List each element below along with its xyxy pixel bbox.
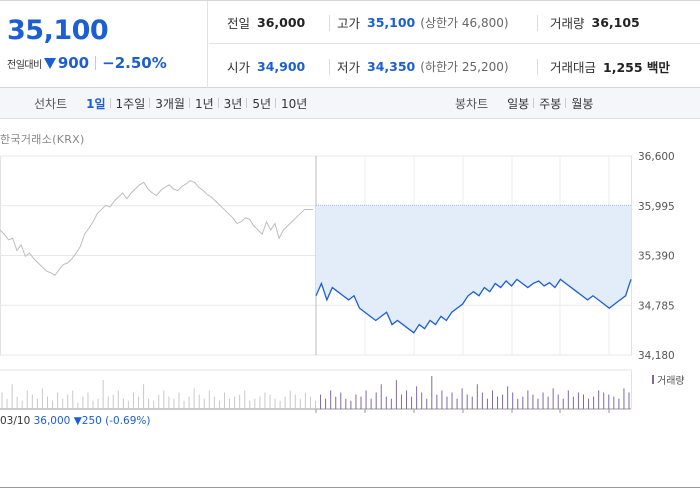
current-price: 35,100 bbox=[7, 15, 109, 46]
tab-monthly[interactable]: 월봉 bbox=[565, 95, 598, 112]
stat-volume: 거래량 36,105 bbox=[550, 1, 640, 44]
stat-low: 저가 34,350 (하한가 25,200) bbox=[337, 45, 509, 88]
price-line bbox=[315, 278, 632, 334]
down-arrow-icon bbox=[43, 57, 56, 69]
tab-3m[interactable]: 3개월 bbox=[149, 95, 190, 112]
change-amount: 900 bbox=[57, 54, 90, 72]
candle-chart-tabs: 봉차트 일봉 주봉 월봉 bbox=[455, 88, 598, 119]
candle-chart-title: 봉차트 bbox=[455, 97, 489, 111]
change-label: 전일대비 bbox=[7, 59, 42, 71]
stat-value: 34,900 bbox=[257, 59, 306, 74]
stats-table: 전일 36,000 고가 35,100 (상한가 46,800) 거래량 36,… bbox=[209, 1, 700, 88]
stat-prev-close: 전일 36,000 bbox=[227, 1, 305, 44]
footer-date: 03/10 bbox=[0, 415, 31, 427]
y-tick-label: 35,995 bbox=[638, 201, 675, 213]
footer-change: ▼250 (-0.69%) bbox=[73, 415, 151, 427]
stat-label: 거래량 bbox=[550, 16, 585, 31]
tab-1y[interactable]: 1년 bbox=[188, 95, 219, 112]
y-tick-label: 36,600 bbox=[638, 151, 675, 163]
divider bbox=[329, 59, 330, 75]
quote-header: 35,100 전일대비 900 −2.50% 전일 36,000 고가 35,1… bbox=[0, 0, 700, 88]
stat-label: 거래대금 bbox=[550, 60, 597, 75]
volume-legend: 거래량 bbox=[652, 372, 685, 387]
stat-value: 1,255 백만 bbox=[603, 60, 670, 75]
stat-value: 36,105 bbox=[591, 15, 640, 30]
tab-1w[interactable]: 1주일 bbox=[109, 95, 151, 112]
price-summary: 35,100 전일대비 900 −2.50% bbox=[0, 1, 208, 88]
tab-5y[interactable]: 5년 bbox=[246, 95, 276, 112]
divider bbox=[537, 59, 538, 75]
tab-10y[interactable]: 10년 bbox=[275, 95, 312, 112]
volume-swatch bbox=[652, 375, 654, 384]
intraday-price-chart: 36,60035,99535,39034,78534,18003/1110:00… bbox=[0, 151, 675, 413]
stat-value: 35,100 bbox=[367, 15, 416, 30]
chart-period-tabs: 선차트 1일 1주일 3개월 1년 3년 5년 10년 봉차트 일봉 주봉 월봉 bbox=[0, 88, 700, 119]
y-tick-label: 35,390 bbox=[638, 251, 675, 263]
divider bbox=[329, 15, 330, 31]
tab-3y[interactable]: 3년 bbox=[217, 95, 248, 112]
tab-1d[interactable]: 1일 bbox=[86, 97, 106, 111]
prev-day-line bbox=[0, 180, 313, 276]
stat-label: 전일 bbox=[227, 16, 251, 31]
y-tick-label: 34,785 bbox=[638, 300, 675, 312]
footer-value: 36,000 bbox=[33, 415, 71, 427]
bottom-border bbox=[0, 487, 700, 488]
stat-open: 시가 34,900 bbox=[227, 45, 305, 88]
stat-label: 시가 bbox=[227, 60, 251, 75]
previous-day-info: 03/10 36,000 ▼250 (-0.69%) bbox=[0, 415, 151, 427]
line-chart-tabs: 선차트 1일 1주일 3개월 1년 3년 5년 10년 bbox=[34, 88, 312, 119]
stat-amount: 거래대금 1,255 백만 bbox=[550, 45, 670, 88]
stat-label: 고가 bbox=[337, 16, 361, 31]
below-prev-close-fill bbox=[316, 205, 631, 333]
data-source: 한국거래소(KRX) bbox=[0, 133, 85, 146]
stat-high: 고가 35,100 (상한가 46,800) bbox=[337, 1, 509, 44]
stats-row: 전일 36,000 고가 35,100 (상한가 46,800) 거래량 36,… bbox=[209, 1, 700, 44]
divider bbox=[95, 56, 97, 70]
tab-weekly[interactable]: 주봉 bbox=[533, 95, 566, 112]
divider bbox=[537, 15, 538, 31]
volume-legend-label: 거래량 bbox=[657, 376, 685, 387]
stat-sub: (하한가 25,200) bbox=[420, 60, 509, 74]
y-tick-label: 34,180 bbox=[638, 350, 675, 362]
stat-value: 36,000 bbox=[257, 15, 306, 30]
change-row: 전일대비 900 −2.50% bbox=[7, 54, 167, 72]
stat-sub: (상한가 46,800) bbox=[420, 16, 509, 30]
tab-daily[interactable]: 일봉 bbox=[507, 97, 530, 111]
change-rate: −2.50% bbox=[102, 54, 167, 72]
stats-row: 시가 34,900 저가 34,350 (하한가 25,200) 거래대금 1,… bbox=[209, 45, 700, 88]
line-chart-title: 선차트 bbox=[34, 97, 68, 111]
stat-label: 저가 bbox=[337, 60, 361, 75]
stat-value: 34,350 bbox=[367, 59, 416, 74]
